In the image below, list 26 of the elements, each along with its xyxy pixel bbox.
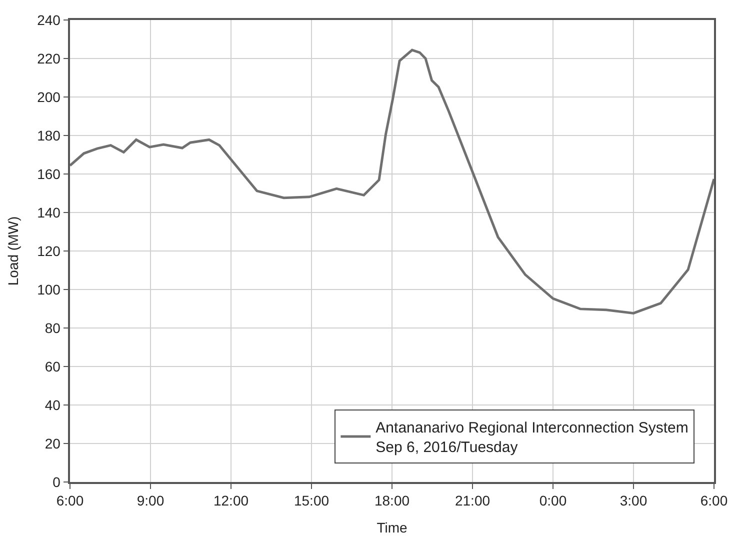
y-tick-label: 160: [37, 166, 61, 182]
y-axis-title: Load (MW): [5, 216, 22, 286]
x-tick-label: 12:00: [213, 492, 249, 509]
x-tick-label: 21:00: [454, 492, 490, 509]
y-tick-label: 100: [37, 281, 61, 298]
x-tick-label: 15:00: [294, 492, 330, 509]
y-tick-label: 0: [52, 474, 61, 490]
x-tick-label: 18:00: [374, 492, 410, 509]
y-tick-label: 140: [37, 204, 61, 220]
y-tick-label: 40: [44, 396, 61, 413]
x-tick-label: 6:00: [700, 492, 728, 509]
y-tick-label: 200: [37, 88, 61, 105]
y-tick-label: 180: [37, 127, 61, 144]
y-tick-label: 240: [37, 12, 61, 28]
y-tick-label: 20: [44, 435, 61, 452]
x-tick-label: 9:00: [136, 492, 164, 509]
x-tick-label: 0:00: [539, 492, 567, 509]
legend-label: Antananarivo Regional Interconnection System Sep 6, 2016/Tuesday: [376, 420, 688, 456]
x-axis-title: Time: [376, 519, 408, 536]
y-tick-label: 80: [44, 320, 61, 336]
y-tick-label: 220: [37, 50, 61, 66]
y-tick-label: 120: [37, 242, 61, 259]
x-tick-label: 6:00: [56, 492, 84, 509]
line-series: [70, 48, 714, 314]
x-tick-label: 3:00: [620, 492, 648, 509]
y-tick-label: 60: [44, 358, 61, 374]
